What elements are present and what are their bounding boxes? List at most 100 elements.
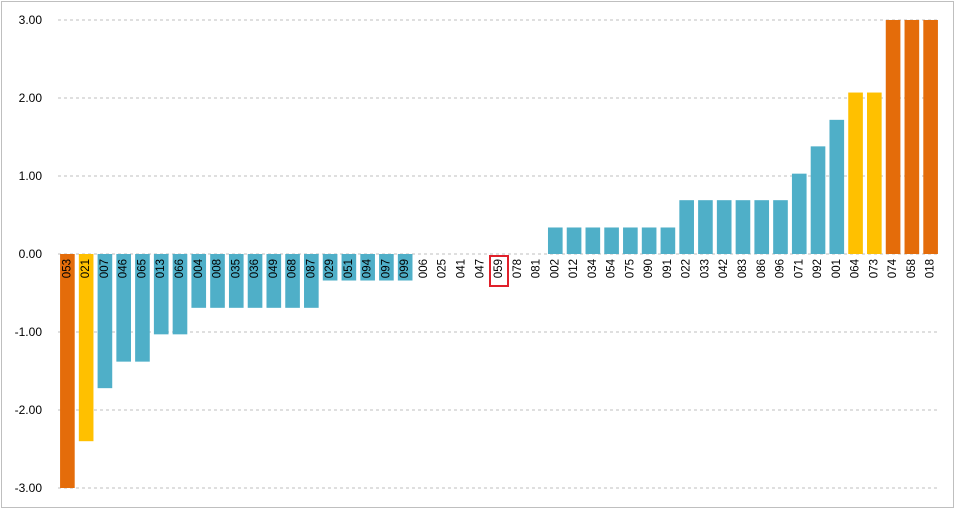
category-label-099: 099: [399, 259, 411, 278]
bar-007: [97, 254, 113, 389]
category-label-034: 034: [587, 258, 599, 278]
bar-051: [341, 254, 357, 281]
bar-065: [135, 254, 150, 362]
category-label-051: 051: [343, 259, 355, 278]
bar-012: [566, 227, 582, 254]
y-tick-label: -2.00: [15, 403, 43, 417]
category-labels: 053 021 007 046 065 013 066 004 008 035 036 049 068 0…: [61, 255, 937, 287]
category-label-086: 086: [756, 259, 768, 278]
category-label-081: 081: [531, 259, 543, 278]
y-tick-label: 0.00: [19, 247, 43, 261]
category-label-068: 068: [287, 259, 299, 278]
category-label-059: 059: [493, 259, 505, 278]
category-label-042: 042: [718, 259, 730, 278]
y-tick-label: -3.00: [15, 481, 43, 495]
bar-094: [360, 254, 375, 281]
category-label-074: 074: [887, 258, 899, 278]
category-label-041: 041: [455, 259, 467, 278]
bar-090: [641, 227, 657, 254]
category-label-012: 012: [568, 259, 580, 278]
bar-013: [153, 254, 169, 335]
category-label-013: 013: [155, 259, 167, 278]
category-label-049: 049: [268, 259, 280, 278]
bar-049: [266, 254, 282, 308]
y-tick-label: 2.00: [19, 91, 43, 105]
bar-092: [810, 146, 826, 254]
bars: [60, 20, 938, 488]
category-label-018: 018: [925, 259, 937, 278]
bar-022: [679, 200, 694, 254]
bar-086: [754, 200, 770, 254]
category-label-047: 047: [474, 259, 486, 278]
bar-068: [285, 254, 300, 308]
y-axis: 3.00 2.00 1.00 0.00 -1.00 -2.00 -3.00: [15, 13, 43, 495]
bar-064: [848, 92, 863, 254]
category-label-071: 071: [793, 259, 805, 278]
category-label-073: 073: [868, 259, 880, 278]
bar-035: [228, 254, 244, 308]
category-label-087: 087: [305, 259, 317, 278]
category-label-075: 075: [624, 259, 636, 278]
category-label-066: 066: [174, 259, 186, 278]
category-label-033: 033: [699, 259, 711, 278]
bar-018: [923, 20, 938, 254]
category-label-090: 090: [643, 259, 655, 278]
bar-001: [829, 119, 845, 254]
bar-058: [904, 20, 920, 254]
category-label-006: 006: [418, 259, 430, 278]
highlight-box: [489, 255, 509, 287]
y-tick-label: 3.00: [19, 13, 43, 27]
bar-034: [585, 227, 601, 254]
category-label-029: 029: [324, 259, 336, 278]
bar-033: [698, 200, 713, 254]
category-label-021: 021: [80, 259, 92, 278]
category-label-054: 054: [606, 258, 618, 278]
category-label-097: 097: [380, 259, 392, 278]
bar-099: [397, 254, 413, 281]
category-label-065: 065: [136, 259, 148, 278]
bar-087: [304, 254, 319, 308]
category-label-004: 004: [193, 258, 205, 278]
gridlines: [58, 19, 940, 489]
bar-074: [885, 20, 901, 254]
category-label-022: 022: [681, 259, 693, 278]
y-tick-label: -1.00: [15, 325, 43, 339]
category-label-092: 092: [812, 259, 824, 278]
bar-066: [172, 254, 188, 335]
category-label-096: 096: [775, 259, 787, 278]
bar-053: [60, 254, 75, 488]
category-label-053: 053: [61, 259, 73, 278]
bar-029: [322, 254, 338, 281]
category-label-035: 035: [230, 259, 242, 278]
category-label-002: 002: [549, 259, 561, 278]
bar-071: [791, 173, 807, 254]
bar-002: [547, 227, 563, 254]
category-label-008: 008: [212, 259, 224, 278]
bar-073: [867, 92, 882, 254]
category-label-091: 091: [662, 259, 674, 278]
category-label-078: 078: [512, 259, 524, 278]
category-label-094: 094: [362, 258, 374, 278]
category-label-046: 046: [118, 259, 130, 278]
y-tick-label: 1.00: [19, 169, 43, 183]
category-label-001: 001: [831, 259, 843, 278]
bar-008: [210, 254, 225, 308]
bar-097: [379, 254, 394, 281]
bar-004: [191, 254, 207, 308]
category-label-007: 007: [99, 259, 111, 278]
category-label-064: 064: [850, 258, 862, 278]
bar-036: [247, 254, 263, 308]
bar-054: [604, 227, 619, 254]
bar-096: [773, 200, 788, 254]
category-label-036: 036: [249, 259, 261, 278]
bar-046: [116, 254, 131, 362]
bar-083: [735, 200, 751, 254]
category-label-025: 025: [437, 259, 449, 278]
bar-021: [78, 254, 94, 442]
bar-042: [716, 200, 732, 254]
bar-075: [623, 227, 638, 254]
category-label-083: 083: [737, 259, 749, 278]
category-label-058: 058: [906, 259, 918, 278]
